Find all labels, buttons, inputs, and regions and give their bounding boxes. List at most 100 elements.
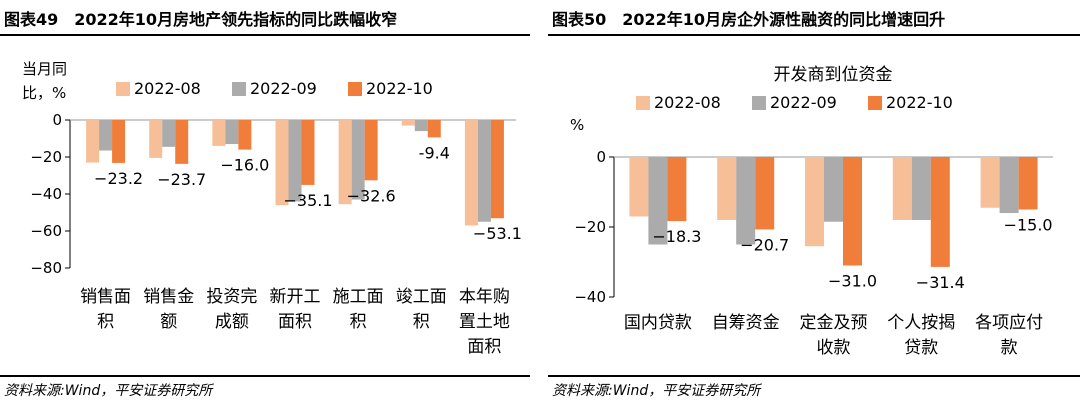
y-tick-label: −40: [574, 288, 606, 306]
legend-swatch: [636, 96, 650, 110]
chart-panel-right: 图表50 2022年10月房企外源性融资的同比增速回升 开发商到位资金 2022-…: [548, 0, 1080, 413]
bar-2022-08: [464, 120, 478, 226]
source-note: 资料来源:Wind，平安证券研究所: [4, 383, 213, 399]
y-axis-label: 比，%: [22, 84, 66, 102]
top-rule: [0, 34, 530, 36]
category-label: 个人按揭: [887, 313, 955, 333]
legend-swatch: [116, 82, 130, 96]
figure-title: 图表49 2022年10月房地产领先指标的同比跌幅收窄: [4, 10, 398, 29]
bar-2022-10: [667, 157, 687, 222]
y-tick-label: 0: [596, 148, 606, 166]
category-label: 款: [1001, 338, 1018, 358]
category-label: 积: [350, 312, 367, 332]
category-label: 投资完: [206, 287, 257, 307]
bar-2022-08: [149, 120, 163, 158]
bar-2022-08: [401, 120, 415, 126]
bar-2022-08: [717, 157, 737, 220]
figure-title: 图表50 2022年10月房企外源性融资的同比增速回升: [552, 10, 946, 29]
legend-label: 2022-08: [654, 93, 721, 112]
source-note: 资料来源:Wind，平安证券研究所: [552, 383, 761, 399]
bar-2022-08: [212, 120, 226, 146]
bar-2022-09: [414, 120, 428, 132]
data-label: −15.0: [1004, 216, 1053, 235]
category-label: 销售金: [143, 287, 194, 307]
legend-swatch: [752, 96, 766, 110]
y-tick-label: −80: [30, 259, 62, 277]
bar-2022-09: [477, 120, 491, 222]
chart-title: 开发商到位资金: [774, 65, 893, 85]
legend-label: 2022-09: [250, 79, 317, 98]
category-label: 面积: [278, 312, 312, 332]
bar-2022-09: [162, 120, 176, 147]
bar-2022-10: [364, 120, 378, 181]
category-label: 收款: [817, 338, 851, 358]
category-label: 施工面: [333, 287, 384, 307]
y-tick-label: −60: [30, 222, 62, 240]
category-label: 各项应付: [975, 313, 1043, 333]
category-label: 面积: [467, 337, 501, 357]
legend-label: 2022-09: [770, 93, 837, 112]
bar-2022-09: [824, 157, 843, 222]
bottom-rule: [0, 375, 530, 377]
data-label: −35.1: [283, 191, 332, 210]
bar-2022-08: [805, 157, 824, 247]
bar-2022-10: [755, 157, 775, 230]
bar-2022-08: [629, 157, 649, 217]
data-label: -9.4: [419, 143, 450, 162]
bottom-rule: [548, 375, 1080, 377]
top-rule: [548, 34, 1080, 36]
category-label: 本年购: [459, 287, 510, 307]
y-tick-label: −20: [574, 218, 606, 236]
legend-label: 2022-08: [134, 79, 201, 98]
bar-chart: 开发商到位资金 2022-08 2022-09 2022-10% 0 −20 −40 −18.…: [570, 65, 1053, 358]
data-label: −31.0: [828, 272, 877, 291]
legend-label: 2022-10: [366, 79, 433, 98]
y-axis-label: %: [570, 116, 584, 134]
legend-swatch: [348, 82, 362, 96]
category-label: 自筹资金: [712, 313, 780, 333]
bar-2022-10: [843, 157, 862, 266]
category-label: 额: [160, 312, 177, 332]
bar-2022-10: [427, 120, 441, 138]
bar-2022-09: [225, 120, 239, 145]
data-label: −31.4: [916, 273, 965, 292]
legend-swatch: [868, 96, 882, 110]
y-axis-label: 当月同: [22, 60, 67, 78]
category-label: 销售面: [80, 287, 131, 307]
bar-2022-09: [99, 120, 113, 151]
bar-2022-08: [86, 120, 100, 163]
bar-2022-09: [351, 120, 365, 200]
category-label: 竣工面: [396, 287, 447, 307]
category-label: 新开工: [270, 287, 321, 307]
bar-2022-09: [648, 157, 668, 245]
category-label: 积: [413, 312, 430, 332]
data-label: −23.7: [157, 170, 206, 189]
bar-2022-09: [999, 157, 1019, 213]
category-label: 贷款: [904, 338, 938, 358]
bar-2022-10: [112, 120, 126, 163]
bar-2022-10: [490, 120, 504, 219]
bar-2022-09: [911, 157, 931, 220]
legend-swatch: [232, 82, 246, 96]
category-label: 国内贷款: [624, 313, 692, 333]
bar-2022-09: [736, 157, 756, 245]
data-label: −18.3: [652, 227, 701, 246]
data-label: −53.1: [473, 224, 522, 243]
bar-2022-10: [301, 120, 315, 185]
category-label: 积: [97, 312, 114, 332]
bar-2022-09: [288, 120, 302, 202]
bar-2022-10: [930, 157, 950, 267]
legend-label: 2022-10: [886, 93, 953, 112]
y-tick-label: −20: [30, 148, 62, 166]
data-label: −20.7: [740, 235, 789, 254]
bar-2022-08: [980, 157, 1000, 208]
bar-2022-10: [175, 120, 189, 164]
y-tick-label: 0: [52, 111, 62, 129]
category-label: 成额: [215, 312, 249, 332]
category-label: 置土地: [459, 312, 510, 332]
category-label: 定金及预: [800, 313, 868, 333]
y-tick-label: −40: [30, 185, 62, 203]
bar-2022-08: [338, 120, 352, 205]
bar-2022-10: [238, 120, 252, 150]
